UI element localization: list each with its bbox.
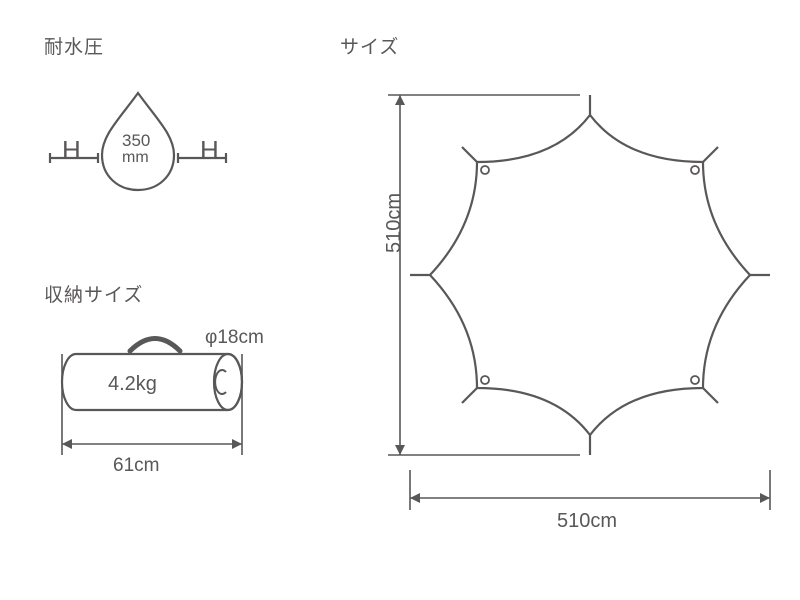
size-height-label: 510cm	[383, 193, 406, 253]
storage-diameter: φ18cm	[205, 327, 264, 349]
size-width-label: 510cm	[557, 510, 617, 533]
storage-weight: 4.2kg	[108, 373, 157, 396]
size-diagram	[320, 50, 780, 570]
waterproof-H-right: H	[200, 135, 219, 166]
waterproof-H-left: H	[62, 135, 81, 166]
title-storage: 収納サイズ	[44, 280, 143, 307]
waterproof-value-1: 350	[122, 131, 150, 151]
title-waterproof: 耐水圧	[44, 32, 104, 59]
storage-length: 61cm	[113, 455, 159, 477]
waterproof-value-2: mm	[122, 149, 149, 167]
